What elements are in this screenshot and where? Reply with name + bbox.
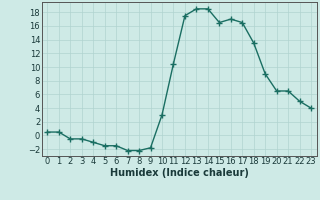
X-axis label: Humidex (Indice chaleur): Humidex (Indice chaleur) bbox=[110, 168, 249, 178]
